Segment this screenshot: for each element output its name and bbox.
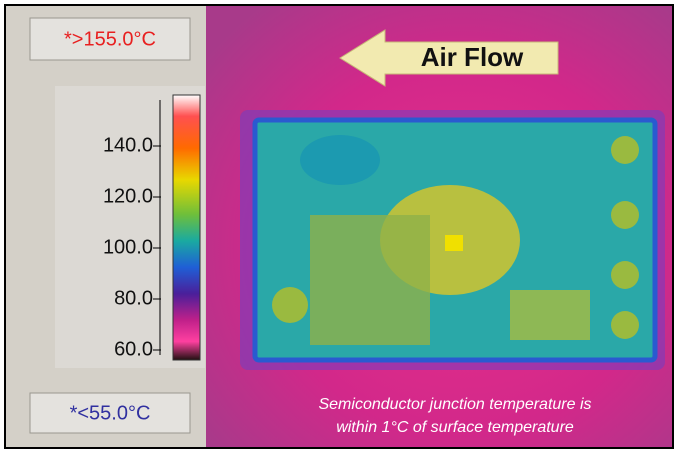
min-box	[29, 392, 191, 434]
scale-tick-label: 60.0	[114, 338, 153, 360]
component	[611, 136, 639, 164]
scale-tick-label: 80.0	[114, 287, 153, 309]
min-label: *<55.0°C	[70, 402, 151, 424]
airflow-arrow	[339, 29, 559, 87]
caption-line: within 1°C of surface temperature	[336, 419, 574, 436]
colorbar	[172, 94, 201, 361]
max-box	[29, 17, 191, 61]
component	[310, 215, 430, 345]
airflow-label: Air Flow	[421, 42, 524, 72]
component	[611, 201, 639, 229]
component	[611, 311, 639, 339]
component	[510, 290, 590, 340]
scale-tick-label: 140.0	[103, 134, 153, 156]
component	[272, 287, 308, 323]
max-label: *>155.0°C	[64, 28, 156, 50]
scale-tick-label: 100.0	[103, 236, 153, 258]
scale-tick-label: 120.0	[103, 185, 153, 207]
component	[611, 261, 639, 289]
component	[300, 135, 380, 185]
caption-line: Semiconductor junction temperature is	[318, 396, 591, 413]
frame	[4, 4, 674, 449]
hot-spot	[445, 235, 463, 251]
